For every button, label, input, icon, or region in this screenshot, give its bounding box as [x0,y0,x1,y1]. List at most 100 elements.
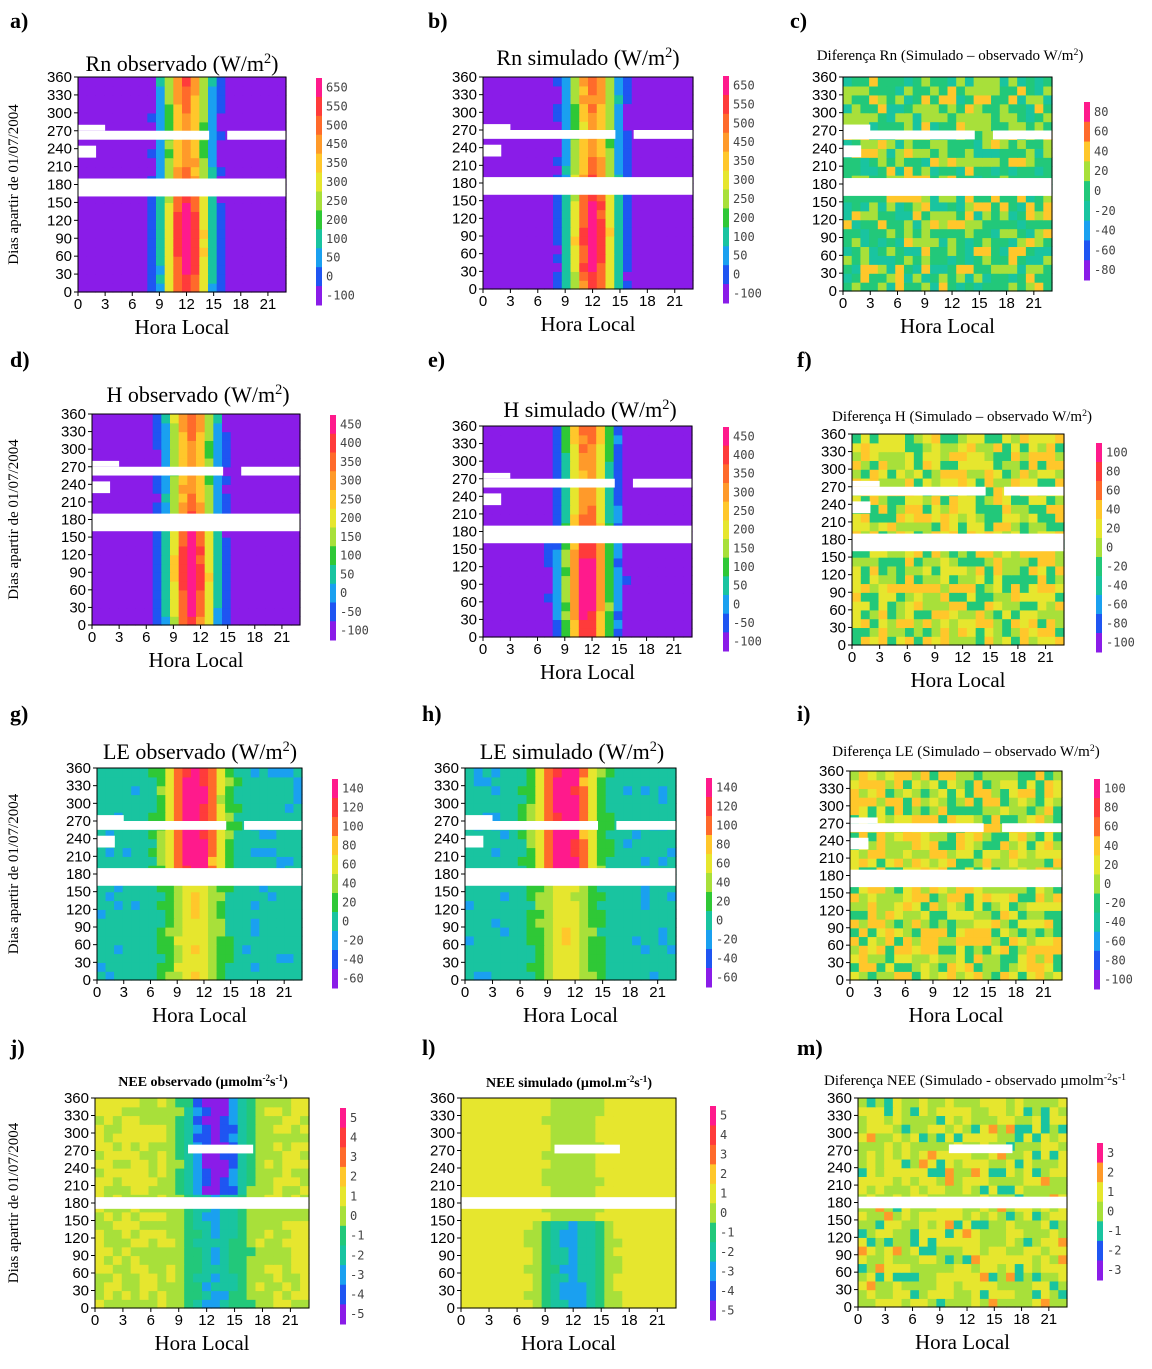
heatmap-cell [622,469,632,480]
heatmap-cell [657,443,667,453]
heatmap-cell [291,572,301,582]
x-tick-label: 12 [584,293,601,310]
heatmap-cell [173,112,183,123]
heatmap-cell [535,469,545,480]
heatmap-cell [274,589,284,600]
heatmap-cell [913,434,924,444]
heatmap-cell [483,156,493,166]
heatmap-cell [1025,157,1036,167]
heatmap-cell [896,548,906,558]
heatmap-cell [596,103,607,113]
heatmap-cell [640,200,650,211]
heatmap-cell [869,103,879,114]
heatmap-cell [222,431,232,441]
heatmap-cell [561,856,572,866]
heatmap-cell [182,935,192,946]
heatmap-cell [596,469,606,480]
heatmap-cell [104,166,114,177]
heatmap-cell [912,201,922,212]
heatmap-cell [1011,513,1021,523]
heatmap-cell [640,856,651,866]
heatmap-cell [509,469,519,480]
heatmap-cell [204,616,214,626]
heatmap-cell [543,549,554,559]
heatmap-cell [112,112,122,123]
heatmap-cell [156,882,166,893]
heatmap-cell [683,443,693,453]
heatmap-cell [225,768,235,778]
heatmap-cell [86,238,96,248]
heatmap-cell [666,165,677,175]
data-gap [852,480,880,487]
heatmap-cell [922,442,933,453]
heatmap-cell [887,521,897,532]
heatmap-cell [483,94,493,105]
heatmap-cell [535,271,545,281]
heatmap-cell [578,461,589,471]
heatmap-cell [139,829,149,840]
heatmap-cell [631,244,642,255]
heatmap-cell [517,496,528,506]
heatmap-cell [122,953,132,963]
heatmap-cell [860,192,870,203]
heatmap-cell [187,457,197,468]
heatmap-cell [1002,451,1012,461]
heatmap-cell [1043,228,1053,239]
heatmap-cell [991,282,1001,292]
heatmap-cell [535,593,545,603]
x-tick-label: 15 [222,984,239,1001]
heatmap-cell [896,574,906,585]
heatmap-cell [984,434,994,444]
heatmap-cell [267,847,277,857]
heatmap-cell [500,487,510,497]
heatmap-cell [860,451,871,461]
heatmap-cell [230,589,240,600]
heatmap-cell [105,829,115,840]
heatmap-cell [552,469,562,480]
heatmap-cell [138,103,148,114]
heatmap-cell [552,496,562,506]
heatmap-cell [886,201,896,212]
heatmap-cell [587,452,597,462]
heatmap-cell [913,583,924,593]
heatmap-cell [649,882,660,893]
heatmap-cell [930,237,940,248]
heatmap-cell [105,768,115,778]
heatmap-cell [216,918,226,928]
heatmap-cell [216,94,226,105]
heatmap-cell [631,94,642,105]
heatmap-cell [509,94,519,105]
heatmap-cell [204,572,214,582]
heatmap-cell [199,829,209,840]
heatmap-cell [190,776,201,787]
heatmap-cell [596,549,606,559]
heatmap-cell [265,440,275,450]
heatmap-cell [570,557,580,568]
heatmap-cell [570,434,580,445]
heatmap-cell [251,148,261,159]
heatmap-cell [500,138,510,149]
heatmap-cell [973,77,983,87]
heatmap-cell [126,598,136,609]
heatmap-cell [86,256,96,266]
heatmap-cell [293,918,303,928]
heatmap-cell [131,882,141,893]
heatmap-cell [161,545,171,556]
heatmap-cell [843,282,853,292]
heatmap-cell [604,426,615,436]
heatmap-cell [199,229,209,239]
heatmap-cell [239,607,249,617]
y-tick-label: 210 [61,494,86,511]
heatmap-cell [78,94,88,105]
heatmap-cell [100,581,110,591]
heatmap-cell [138,256,148,266]
panel-title: Rn simulado (W/m2) [496,45,679,70]
heatmap-cell [588,856,598,866]
heatmap-cell [877,112,888,123]
heatmap-cell [623,156,633,166]
heatmap-cell [949,583,959,593]
heatmap-cell [658,280,668,290]
heatmap-cell [500,549,510,559]
heatmap-cell [86,247,96,257]
heatmap-cell [956,273,966,283]
